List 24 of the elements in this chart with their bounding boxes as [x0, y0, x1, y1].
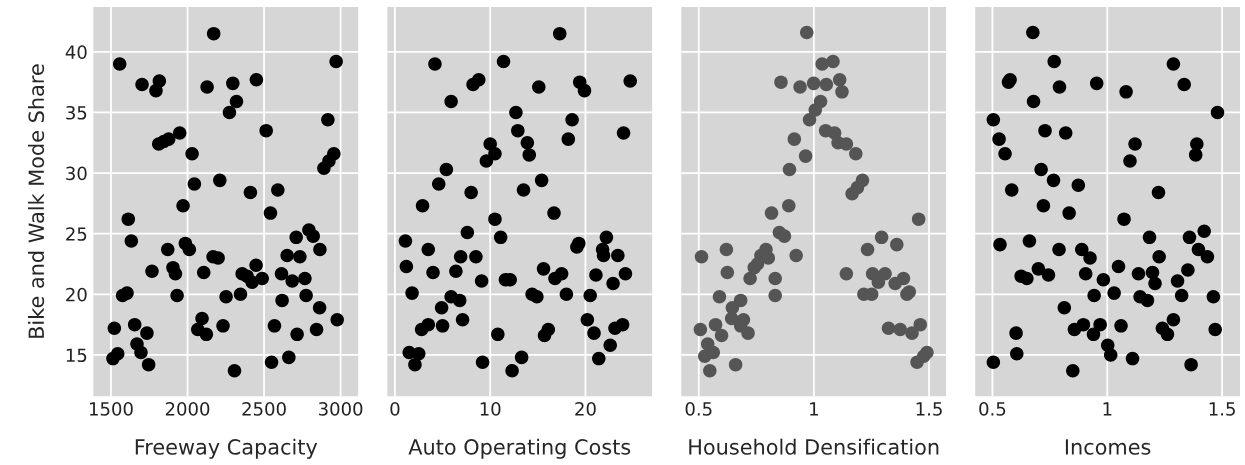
y-tick-label: 15 — [66, 348, 87, 363]
x-axis-title: Household Densification — [689, 438, 939, 455]
x-tick-label: 20 — [575, 402, 596, 416]
x-axis-title: Freeway Capacity — [135, 438, 318, 459]
x-axis-title: Incomes — [1065, 439, 1151, 455]
x-tick-label: 10 — [480, 402, 501, 416]
x-tick-label: 1 — [1103, 402, 1112, 416]
y-tick-label: 35 — [66, 105, 87, 120]
y-tick-label: 20 — [66, 287, 87, 302]
y-tick-label: 30 — [66, 166, 87, 181]
x-tick-label: 2000 — [165, 402, 210, 416]
x-tick-label: 3000 — [318, 402, 363, 416]
x-tick-label: 2500 — [242, 402, 286, 416]
x-tick-label: 1 — [810, 402, 818, 416]
x-tick-label: 0.5 — [685, 402, 712, 416]
x-axis-title: Auto Operating Costs — [408, 438, 631, 459]
y-tick-label: 40 — [65, 45, 87, 59]
x-tick-label: 1.5 — [916, 402, 942, 416]
y-axis-title: Bike and Walk Mode Share — [28, 64, 45, 338]
x-tick-label: 1.5 — [1209, 402, 1235, 416]
y-tick-label: 25 — [66, 227, 87, 241]
x-tick-label: 0.5 — [979, 402, 1006, 416]
x-tick-label: 0 — [390, 402, 400, 416]
x-tick-label: 1500 — [89, 402, 133, 416]
